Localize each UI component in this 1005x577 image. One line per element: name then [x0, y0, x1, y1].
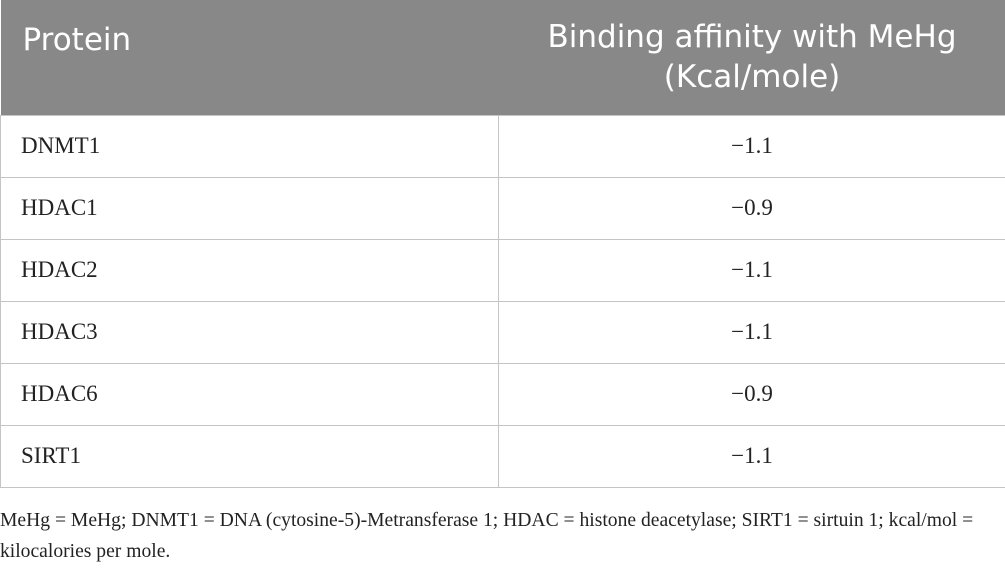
table-header: Protein Binding affinity with MeHg (Kcal…: [0, 0, 1005, 115]
table-body: DNMT1 −1.1 HDAC1 −0.9 HDAC2 −1.1 HDAC3 −1.1 HDAC…: [0, 114, 1005, 488]
table-row: SIRT1 −1.1: [0, 424, 1005, 488]
protein-cell: HDAC1: [0, 176, 499, 240]
value-cell: −1.1: [498, 300, 1005, 364]
header-cell: Binding affinity with MeHg (Kcal/mole): [498, 0, 1005, 115]
value-cell: −0.9: [498, 176, 1005, 240]
table-row: DNMT1 −1.1: [0, 114, 1005, 178]
value-cell: −0.9: [498, 362, 1005, 426]
data-table: Protein Binding affinity with MeHg (Kcal…: [0, 0, 1005, 488]
header-row: Protein Binding affinity with MeHg (Kcal…: [0, 0, 1005, 115]
table-row: HDAC3 −1.1: [0, 300, 1005, 364]
table-row: HDAC6 −0.9: [0, 362, 1005, 426]
value-cell: −1.1: [498, 114, 1005, 178]
protein-cell: HDAC3: [0, 300, 499, 364]
table-row: HDAC1 −0.9: [0, 176, 1005, 240]
value-cell: −1.1: [498, 238, 1005, 302]
value-cell: −1.1: [498, 424, 1005, 488]
protein-cell: DNMT1: [0, 114, 499, 178]
header-cell: Protein: [0, 0, 499, 115]
footnote: MeHg = MeHg; DNMT1 = DNA (cytosine-5)-Me…: [0, 510, 974, 562]
protein-cell: HDAC2: [0, 238, 499, 302]
protein-cell: HDAC6: [0, 362, 499, 426]
table-row: HDAC2 −1.1: [0, 238, 1005, 302]
protein-cell: SIRT1: [0, 424, 499, 488]
